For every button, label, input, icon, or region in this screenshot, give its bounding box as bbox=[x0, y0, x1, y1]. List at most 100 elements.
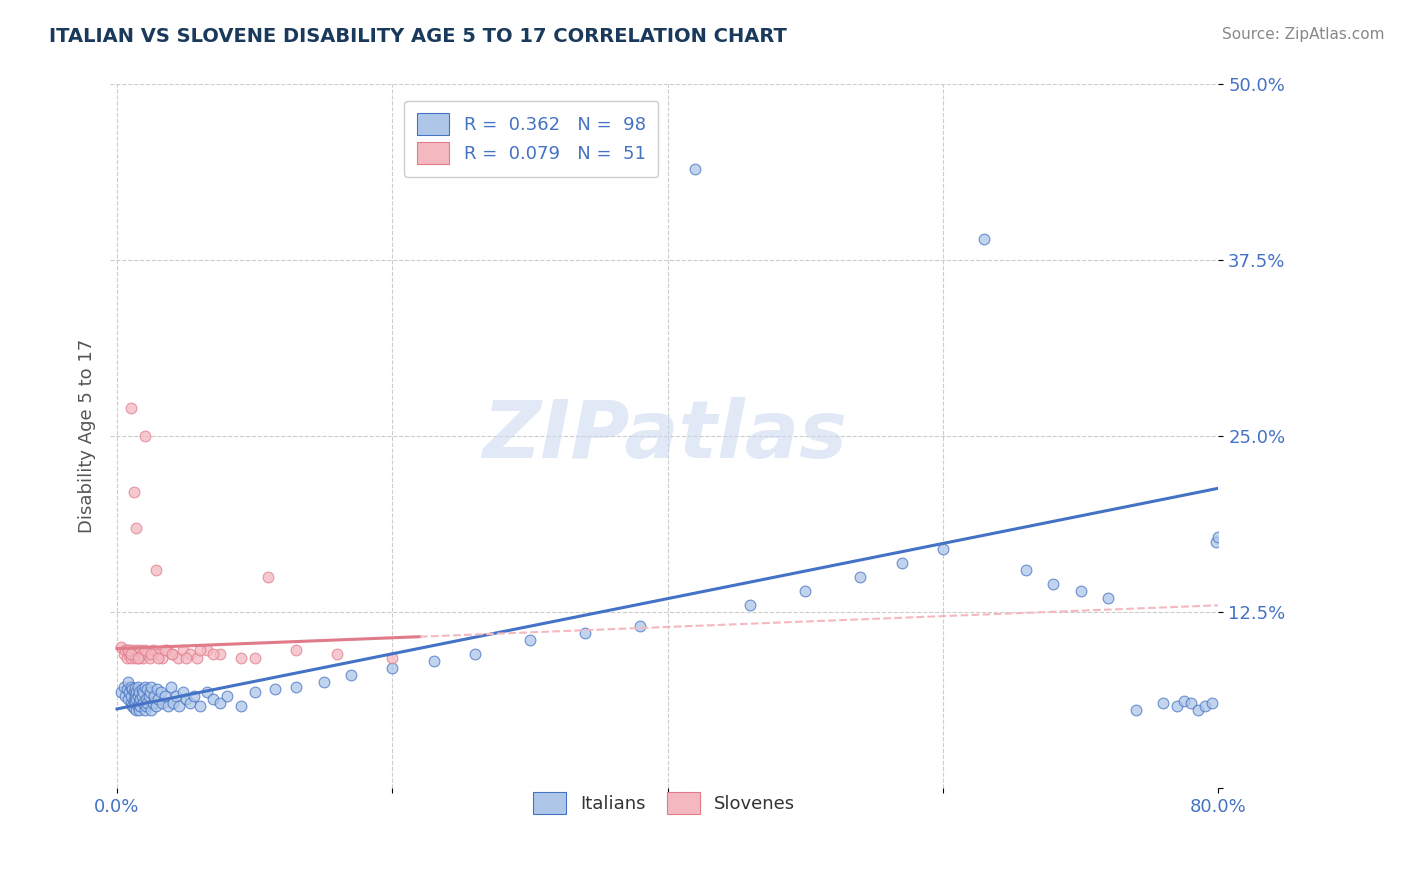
Point bbox=[146, 682, 169, 697]
Point bbox=[1201, 697, 1223, 711]
Point bbox=[1194, 699, 1216, 714]
Point bbox=[1125, 704, 1147, 718]
Point bbox=[628, 619, 651, 633]
Point bbox=[166, 651, 188, 665]
Point bbox=[117, 643, 139, 657]
Point bbox=[174, 692, 197, 706]
Point bbox=[243, 651, 266, 665]
Point bbox=[340, 668, 363, 682]
Point bbox=[125, 685, 148, 699]
Point bbox=[142, 697, 165, 711]
Point bbox=[264, 682, 287, 697]
Point bbox=[202, 647, 225, 661]
Point bbox=[1187, 704, 1209, 718]
Point bbox=[131, 647, 153, 661]
Point bbox=[120, 680, 142, 694]
Point bbox=[148, 647, 170, 661]
Point bbox=[117, 675, 139, 690]
Point bbox=[129, 643, 152, 657]
Point bbox=[131, 690, 153, 704]
Point bbox=[121, 643, 143, 657]
Point bbox=[186, 651, 208, 665]
Point bbox=[127, 690, 149, 704]
Point bbox=[132, 651, 155, 665]
Point bbox=[183, 690, 205, 704]
Point bbox=[188, 643, 211, 657]
Point bbox=[141, 704, 163, 718]
Point bbox=[117, 643, 139, 657]
Point bbox=[794, 583, 817, 598]
Point bbox=[136, 647, 159, 661]
Point bbox=[257, 570, 280, 584]
Point bbox=[141, 647, 163, 661]
Point bbox=[112, 680, 135, 694]
Point bbox=[1180, 697, 1202, 711]
Point bbox=[115, 682, 138, 697]
Point bbox=[120, 647, 142, 661]
Point bbox=[125, 520, 148, 534]
Point bbox=[195, 685, 218, 699]
Point bbox=[134, 429, 156, 443]
Point bbox=[118, 647, 141, 661]
Point bbox=[120, 651, 142, 665]
Point bbox=[135, 699, 157, 714]
Point bbox=[115, 651, 138, 665]
Point bbox=[890, 556, 912, 570]
Point bbox=[202, 692, 225, 706]
Point bbox=[128, 704, 150, 718]
Point bbox=[132, 685, 155, 699]
Y-axis label: Disability Age 5 to 17: Disability Age 5 to 17 bbox=[79, 339, 96, 533]
Point bbox=[120, 690, 142, 704]
Point bbox=[152, 697, 174, 711]
Point bbox=[125, 692, 148, 706]
Point bbox=[122, 485, 145, 500]
Point bbox=[134, 680, 156, 694]
Point bbox=[125, 704, 148, 718]
Point bbox=[114, 643, 136, 657]
Point bbox=[167, 699, 190, 714]
Point bbox=[145, 563, 167, 577]
Point bbox=[143, 690, 166, 704]
Point bbox=[156, 699, 179, 714]
Point bbox=[122, 693, 145, 707]
Point bbox=[285, 680, 308, 694]
Point bbox=[124, 651, 146, 665]
Point bbox=[118, 685, 141, 699]
Point bbox=[128, 685, 150, 699]
Point bbox=[124, 681, 146, 695]
Point bbox=[326, 647, 349, 661]
Point bbox=[849, 570, 872, 584]
Point bbox=[162, 697, 184, 711]
Point bbox=[129, 692, 152, 706]
Point bbox=[127, 680, 149, 694]
Point bbox=[574, 626, 596, 640]
Point bbox=[136, 697, 159, 711]
Point bbox=[1015, 563, 1038, 577]
Text: ITALIAN VS SLOVENE DISABILITY AGE 5 TO 17 CORRELATION CHART: ITALIAN VS SLOVENE DISABILITY AGE 5 TO 1… bbox=[49, 27, 787, 45]
Point bbox=[148, 692, 170, 706]
Point bbox=[112, 647, 135, 661]
Point bbox=[128, 697, 150, 711]
Point bbox=[155, 643, 177, 657]
Point bbox=[217, 690, 239, 704]
Point bbox=[464, 647, 486, 661]
Point bbox=[127, 699, 149, 714]
Point bbox=[159, 680, 181, 694]
Point bbox=[188, 699, 211, 714]
Point bbox=[165, 690, 187, 704]
Point bbox=[128, 651, 150, 665]
Point bbox=[195, 643, 218, 657]
Point bbox=[312, 675, 335, 690]
Point bbox=[122, 685, 145, 699]
Point bbox=[172, 685, 194, 699]
Point bbox=[121, 682, 143, 697]
Point bbox=[1205, 534, 1227, 549]
Point bbox=[1070, 583, 1092, 598]
Point bbox=[125, 643, 148, 657]
Point bbox=[138, 690, 160, 704]
Point bbox=[1042, 577, 1064, 591]
Point bbox=[139, 651, 162, 665]
Point bbox=[381, 661, 404, 675]
Point bbox=[1152, 697, 1174, 711]
Point bbox=[422, 654, 444, 668]
